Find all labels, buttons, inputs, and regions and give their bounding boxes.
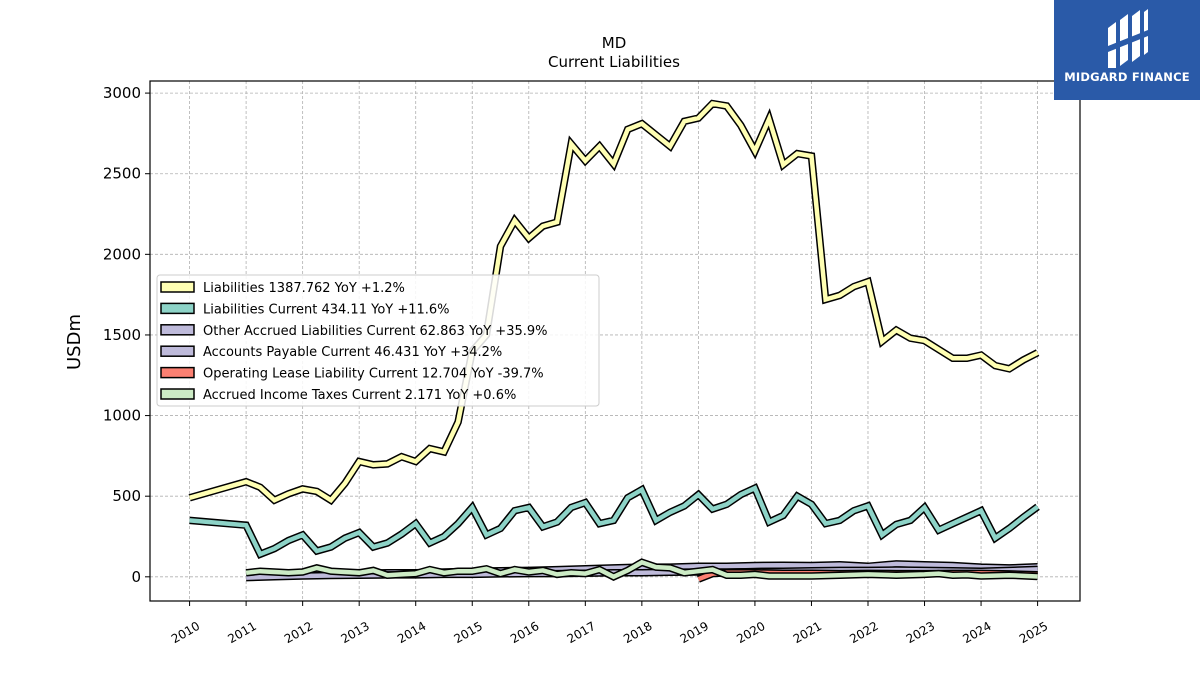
legend-swatch	[160, 302, 195, 315]
y-tick-label: 0	[131, 568, 141, 586]
legend-label: Liabilities Current 434.11 YoY +11.6%	[203, 302, 450, 317]
x-tick-label: 2019	[678, 619, 711, 646]
x-axis: 2010 2011 2012 2013 2014 2015 2016 2017 2018 2019…	[169, 601, 1050, 646]
series-liabilities-current	[189, 483, 1040, 559]
x-tick-label: 2013	[338, 619, 371, 646]
legend-swatch	[160, 388, 195, 400]
midgard-logo-icon	[1108, 9, 1148, 68]
legend-label: Accrued Income Taxes Current 2.171 YoY +…	[203, 388, 516, 403]
legend-swatch	[160, 281, 195, 293]
series-line	[189, 485, 1039, 558]
plot-frame	[149, 80, 1081, 602]
series-line	[188, 101, 1039, 504]
x-tick-label: 2022	[847, 619, 880, 646]
x-tick-label: 2020	[734, 619, 767, 646]
y-tick-label: 3000	[103, 84, 141, 102]
x-tick-label: 2017	[565, 619, 598, 646]
x-tick-label: 2021	[791, 619, 824, 646]
y-tick-label: 2000	[103, 245, 141, 263]
legend-box	[156, 274, 600, 407]
x-tick-label: 2015	[452, 619, 485, 646]
series-layer	[188, 99, 1040, 583]
chart-title: MD	[602, 34, 627, 52]
brand-name: MIDGARD FINANCE	[1064, 70, 1190, 84]
y-tick-label: 1000	[103, 407, 141, 425]
legend: Liabilities 1387.762 YoY +1.2% Liabilitie…	[156, 274, 600, 407]
x-tick-label: 2024	[960, 619, 993, 646]
x-tick-label: 2012	[282, 619, 315, 646]
legend-label: Liabilities 1387.762 YoY +1.2%	[203, 281, 405, 296]
x-tick-label: 2016	[508, 619, 541, 646]
legend-label: Other Accrued Liabilities Current 62.863…	[203, 324, 548, 339]
legend-label: Accounts Payable Current 46.431 YoY +34.…	[203, 345, 502, 360]
series-accrued-income-taxes-current	[245, 558, 1038, 581]
legend-swatch	[160, 324, 195, 336]
x-tick-label: 2010	[169, 619, 202, 646]
legend-swatch	[160, 345, 195, 357]
x-tick-label: 2023	[904, 619, 937, 646]
series-liabilities	[188, 99, 1040, 506]
y-tick-label: 1500	[103, 326, 141, 344]
y-axis-label: USDm	[64, 314, 85, 370]
y-tick-label: 2500	[103, 165, 141, 183]
y-tick-label: 500	[112, 487, 141, 505]
x-tick-label: 2014	[395, 619, 428, 646]
x-tick-label: 2018	[621, 619, 654, 646]
legend-label: Operating Lease Liability Current 12.704…	[203, 367, 544, 382]
x-tick-label: 2025	[1017, 619, 1050, 646]
y-axis: 0 500 1000 1500 2000 2500 3000	[103, 84, 150, 586]
chart-subtitle: Current Liabilities	[548, 53, 680, 71]
x-tick-label: 2011	[225, 619, 258, 646]
series-line	[245, 559, 1038, 580]
legend-swatch	[160, 366, 195, 379]
brand-logo: MIDGARD FINANCE	[1054, 0, 1200, 100]
